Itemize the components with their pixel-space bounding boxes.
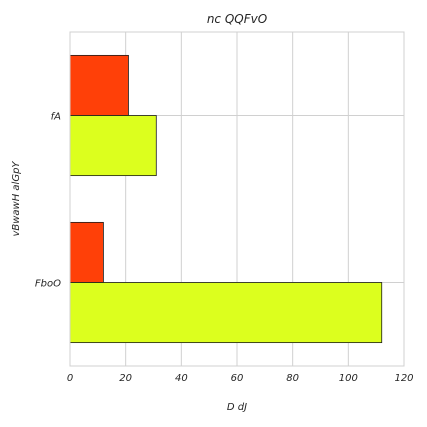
bars (69, 54, 383, 344)
chart-title: nc QQFvO (207, 12, 267, 26)
x-tick-label: 40 (175, 373, 188, 384)
y-tick-label: FboO (35, 279, 61, 290)
y-axis-label: vBwawH alGpY (11, 161, 22, 237)
bar-series-2 (69, 282, 383, 344)
x-tick-label: 100 (339, 373, 358, 384)
plot-frame (69, 31, 405, 367)
y-tick-labels: fA FboO (35, 112, 61, 290)
x-tick-labels: 0 20 40 60 80 100 120 (67, 373, 414, 384)
x-tick-label: 120 (394, 373, 413, 384)
x-tick-label: 60 (231, 373, 244, 384)
bar-series-1 (69, 54, 129, 116)
y-tick-label: fA (51, 112, 62, 123)
x-tick-label: 20 (119, 373, 132, 384)
bar-series-2 (69, 115, 157, 177)
x-tick-label: 0 (67, 373, 73, 384)
bar-series-1 (69, 221, 104, 283)
x-axis-label: D dJ (227, 402, 247, 413)
x-tick-label: 80 (286, 373, 299, 384)
